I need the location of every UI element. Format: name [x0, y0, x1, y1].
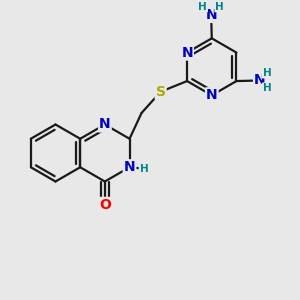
Text: N: N	[181, 46, 193, 60]
Text: H: H	[262, 68, 272, 78]
Text: H: H	[140, 164, 148, 174]
Text: N: N	[124, 160, 135, 174]
Text: H: H	[262, 83, 272, 93]
Text: N: N	[99, 118, 111, 131]
Text: N: N	[254, 74, 266, 88]
Text: H: H	[198, 2, 207, 11]
Text: N: N	[206, 8, 217, 22]
Text: S: S	[156, 85, 166, 99]
Text: H: H	[215, 2, 224, 11]
Text: O: O	[99, 198, 111, 212]
Text: N: N	[206, 88, 218, 102]
